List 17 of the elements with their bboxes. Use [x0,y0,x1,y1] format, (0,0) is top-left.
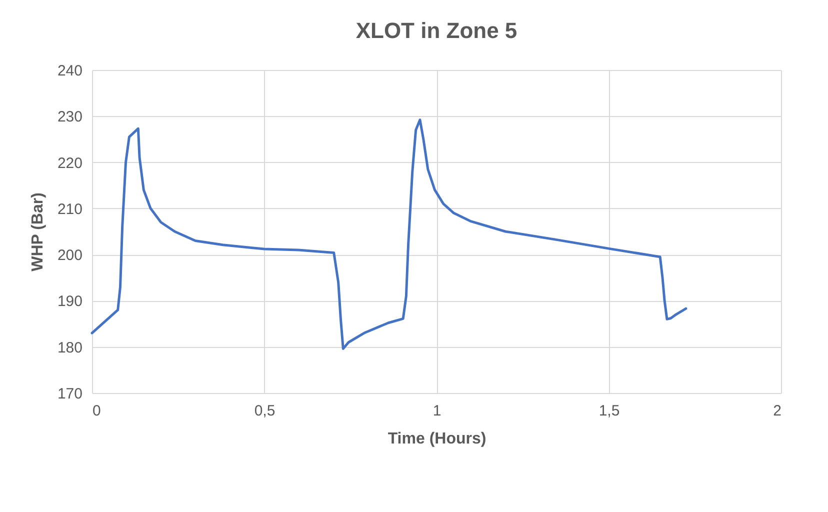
x-axis-title: Time (Hours) [388,430,486,448]
y-tick-label: 180 [57,339,82,356]
x-tick-label: 1 [432,402,442,420]
y-tick-label: 170 [57,386,82,402]
y-tick-label: 190 [57,293,82,310]
y-tick-label: 210 [57,200,82,218]
y-tick-label: 200 [57,247,82,264]
line-series [90,118,688,350]
x-tick-label: 2 [773,402,782,420]
chart-title: XLOT in Zone 5 [356,18,518,43]
y-tick-label: 220 [57,154,82,172]
x-tick-label: 1,5 [598,402,620,420]
y-axis-title: WHP (Bar) [29,192,46,272]
y-tick-label: 240 [57,62,82,80]
x-tick-label: 0 [92,402,101,420]
y-tick-label: 230 [57,108,82,126]
x-tick-label: 0,5 [254,402,276,420]
